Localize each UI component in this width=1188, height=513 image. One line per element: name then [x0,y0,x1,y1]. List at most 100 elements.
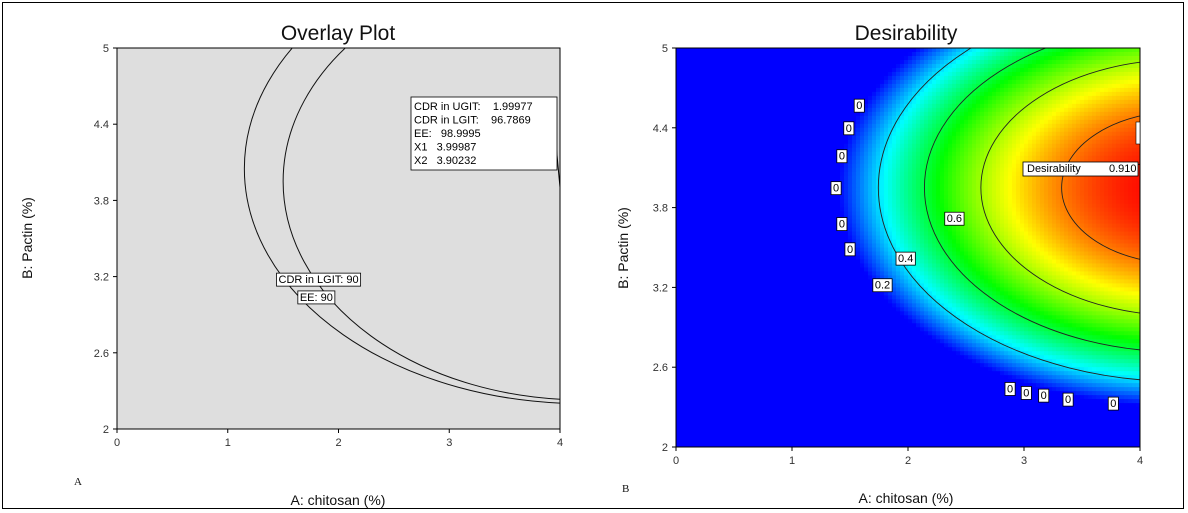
heatmap-cell [728,55,733,61]
heatmap-cell [916,87,921,93]
heatmap-cell [796,107,801,113]
heatmap-cell [936,179,941,185]
heatmap-cell [912,211,917,217]
heatmap-cell [824,135,829,141]
heatmap-cell [1100,115,1105,121]
heatmap-cell [960,67,965,73]
heatmap-cell [924,51,929,57]
heatmap-cell [684,107,689,113]
heatmap-cell [1020,79,1025,85]
heatmap-cell [940,183,945,189]
heatmap-cell [820,215,825,221]
heatmap-cell [1004,127,1009,133]
heatmap-cell [1120,115,1125,121]
heatmap-cell [852,163,857,169]
heatmap-cell [1028,75,1033,81]
heatmap-cell [720,127,725,133]
heatmap-cell [800,63,805,69]
heatmap-cell [1004,67,1009,73]
heatmap-cell [848,111,853,117]
heatmap-cell [792,87,797,93]
heatmap-cell [940,55,945,61]
heatmap-cell [816,195,821,201]
heatmap-cell [708,67,713,73]
heatmap-cell [1004,75,1009,81]
heatmap-cell [684,119,689,125]
heatmap-cell [812,195,817,201]
heatmap-cell [832,135,837,141]
heatmap-cell [1136,195,1140,201]
heatmap-cell [704,95,709,101]
heatmap-cell [900,67,905,73]
heatmap-cell [900,147,905,153]
heatmap-cell [696,63,701,69]
heatmap-cell [780,215,785,221]
heatmap-cell [760,171,765,177]
heatmap-cell [1092,135,1097,141]
heatmap-cell [820,111,825,117]
heatmap-cell [1024,119,1029,125]
heatmap-cell [808,159,813,165]
heatmap-cell [864,95,869,101]
heatmap-cell [880,99,885,105]
heatmap-cell [680,99,685,105]
heatmap-cell [808,143,813,149]
heatmap-cell [1004,175,1009,181]
heatmap-cell [876,107,881,113]
heatmap-cell [872,151,877,157]
heatmap-cell [700,79,705,85]
heatmap-cell [1020,179,1025,185]
heatmap-cell [952,75,957,81]
heatmap-cell [852,175,857,181]
heatmap-cell [808,207,813,213]
heatmap-cell [848,115,853,121]
heatmap-cell [720,131,725,137]
heatmap-cell [1016,147,1021,153]
heatmap-cell [924,215,929,221]
heatmap-cell [852,139,857,145]
heatmap-cell [1080,51,1085,57]
heatmap-cell [1092,127,1097,133]
heatmap-cell [956,107,961,113]
heatmap-cell [816,103,821,109]
heatmap-cell [1080,135,1085,141]
heatmap-cell [948,103,953,109]
heatmap-cell [832,55,837,61]
heatmap-cell [1056,131,1061,137]
heatmap-cell [680,183,685,189]
heatmap-cell [1032,83,1037,89]
heatmap-cell [888,159,893,165]
heatmap-cell [960,151,965,157]
heatmap-cell [980,179,985,185]
heatmap-cell [780,179,785,185]
heatmap-cell [764,48,769,53]
heatmap-cell [1128,151,1133,157]
heatmap-cell [856,183,861,189]
heatmap-cell [724,115,729,121]
heatmap-cell [948,139,953,145]
heatmap-cell [768,99,773,105]
heatmap-cell [944,167,949,173]
heatmap-cell [780,55,785,61]
heatmap-cell [896,99,901,105]
heatmap-cell [852,115,857,121]
heatmap-cell [908,131,913,137]
heatmap-cell [704,211,709,217]
heatmap-cell [992,191,997,197]
heatmap-cell [860,171,865,177]
heatmap-cell [780,135,785,141]
heatmap-cell [944,111,949,117]
heatmap-cell [1064,135,1069,141]
heatmap-cell [740,215,745,221]
heatmap-cell [1044,147,1049,153]
heatmap-cell [828,155,833,161]
heatmap-cell [1132,87,1137,93]
heatmap-cell [1068,87,1073,93]
heatmap-cell [684,91,689,97]
heatmap-cell [1040,123,1045,129]
heatmap-cell [988,99,993,105]
heatmap-cell [1000,151,1005,157]
heatmap-cell [760,55,765,61]
heatmap-cell [712,195,717,201]
heatmap-cell [1068,183,1073,189]
